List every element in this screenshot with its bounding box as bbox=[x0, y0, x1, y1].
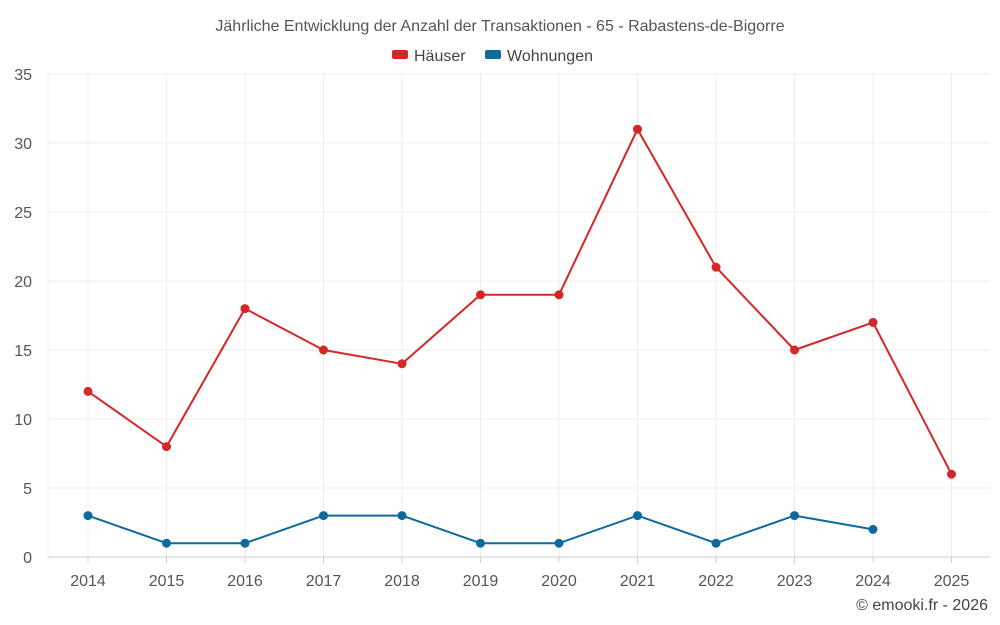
legend-swatch-wohnungen bbox=[485, 50, 501, 59]
data-point-haeuser-2023[interactable] bbox=[790, 345, 799, 355]
x-tick-label: 2023 bbox=[777, 573, 813, 590]
x-tick-label: 2020 bbox=[541, 573, 577, 590]
data-point-haeuser-2020[interactable] bbox=[554, 290, 564, 300]
data-point-haeuser-2025[interactable] bbox=[947, 469, 956, 479]
legend-label-haeuser[interactable]: Häuser bbox=[414, 48, 466, 65]
data-point-haeuser-2024[interactable] bbox=[868, 317, 878, 327]
legend: Häuser Wohnungen bbox=[392, 48, 593, 65]
x-tick-label: 2015 bbox=[149, 573, 185, 590]
data-point-wohnungen-2021[interactable] bbox=[633, 511, 642, 521]
series-line-haeuser bbox=[87, 128, 953, 475]
y-tick-label: 35 bbox=[14, 67, 32, 84]
x-tick-label: 2018 bbox=[384, 573, 420, 590]
chart-title: Jährliche Entwicklung der Anzahl der Tra… bbox=[215, 18, 784, 35]
data-point-wohnungen-2018[interactable] bbox=[397, 511, 407, 521]
data-point-wohnungen-2023[interactable] bbox=[790, 511, 799, 521]
grid bbox=[48, 73, 990, 557]
x-tick-label: 2025 bbox=[934, 573, 970, 590]
data-point-wohnungen-2014[interactable] bbox=[83, 511, 93, 521]
x-tick-label: 2022 bbox=[698, 573, 734, 590]
data-point-wohnungen-2020[interactable] bbox=[554, 538, 564, 548]
data-point-haeuser-2019[interactable] bbox=[476, 290, 485, 300]
x-tick-label: 2014 bbox=[70, 573, 106, 590]
y-tick-label: 25 bbox=[14, 205, 32, 222]
data-point-wohnungen-2022[interactable] bbox=[711, 538, 721, 548]
x-tick-label: 2024 bbox=[855, 573, 891, 590]
data-point-wohnungen-2016[interactable] bbox=[240, 538, 250, 548]
y-tick-label: 15 bbox=[14, 343, 32, 360]
y-tick-label: 0 bbox=[23, 550, 32, 567]
data-point-wohnungen-2015[interactable] bbox=[162, 538, 171, 548]
data-point-wohnungen-2019[interactable] bbox=[476, 538, 485, 548]
data-point-wohnungen-2017[interactable] bbox=[319, 511, 328, 521]
y-tick-label: 20 bbox=[14, 274, 32, 291]
data-point-haeuser-2021[interactable] bbox=[633, 124, 642, 134]
data-point-haeuser-2018[interactable] bbox=[397, 359, 407, 369]
y-tick-label: 10 bbox=[14, 412, 32, 429]
x-tick-label: 2021 bbox=[620, 573, 656, 590]
y-tick-label: 5 bbox=[23, 481, 32, 498]
data-point-haeuser-2016[interactable] bbox=[240, 304, 250, 314]
x-tick-label: 2016 bbox=[227, 573, 263, 590]
x-tick-label: 2017 bbox=[306, 573, 342, 590]
data-point-haeuser-2022[interactable] bbox=[711, 262, 721, 272]
data-point-haeuser-2014[interactable] bbox=[83, 386, 93, 396]
y-tick-label: 30 bbox=[14, 136, 32, 153]
data-point-haeuser-2017[interactable] bbox=[319, 345, 328, 355]
series bbox=[83, 124, 956, 548]
legend-swatch-haeuser bbox=[392, 50, 408, 59]
x-tick-label: 2019 bbox=[463, 573, 499, 590]
data-point-wohnungen-2024[interactable] bbox=[868, 524, 878, 534]
legend-label-wohnungen[interactable]: Wohnungen bbox=[507, 48, 593, 65]
data-point-haeuser-2015[interactable] bbox=[162, 442, 171, 452]
credit-text: © emooki.fr - 2026 bbox=[856, 597, 988, 614]
